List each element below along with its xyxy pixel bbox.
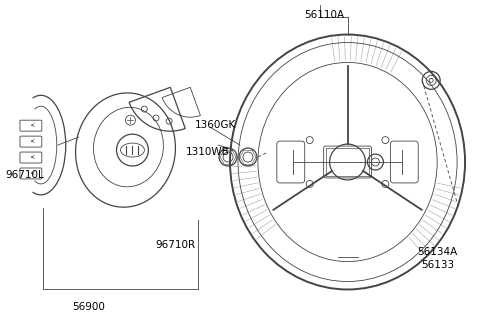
- Text: 56110A: 56110A: [305, 10, 345, 20]
- Text: 1310WB: 1310WB: [186, 147, 230, 157]
- Text: 56900: 56900: [72, 302, 105, 313]
- Text: 96710L: 96710L: [5, 170, 44, 180]
- Text: 1360GK: 1360GK: [195, 120, 237, 130]
- Text: 56134A: 56134A: [417, 247, 457, 257]
- Text: 56133: 56133: [421, 260, 455, 270]
- Text: 96710R: 96710R: [155, 240, 195, 250]
